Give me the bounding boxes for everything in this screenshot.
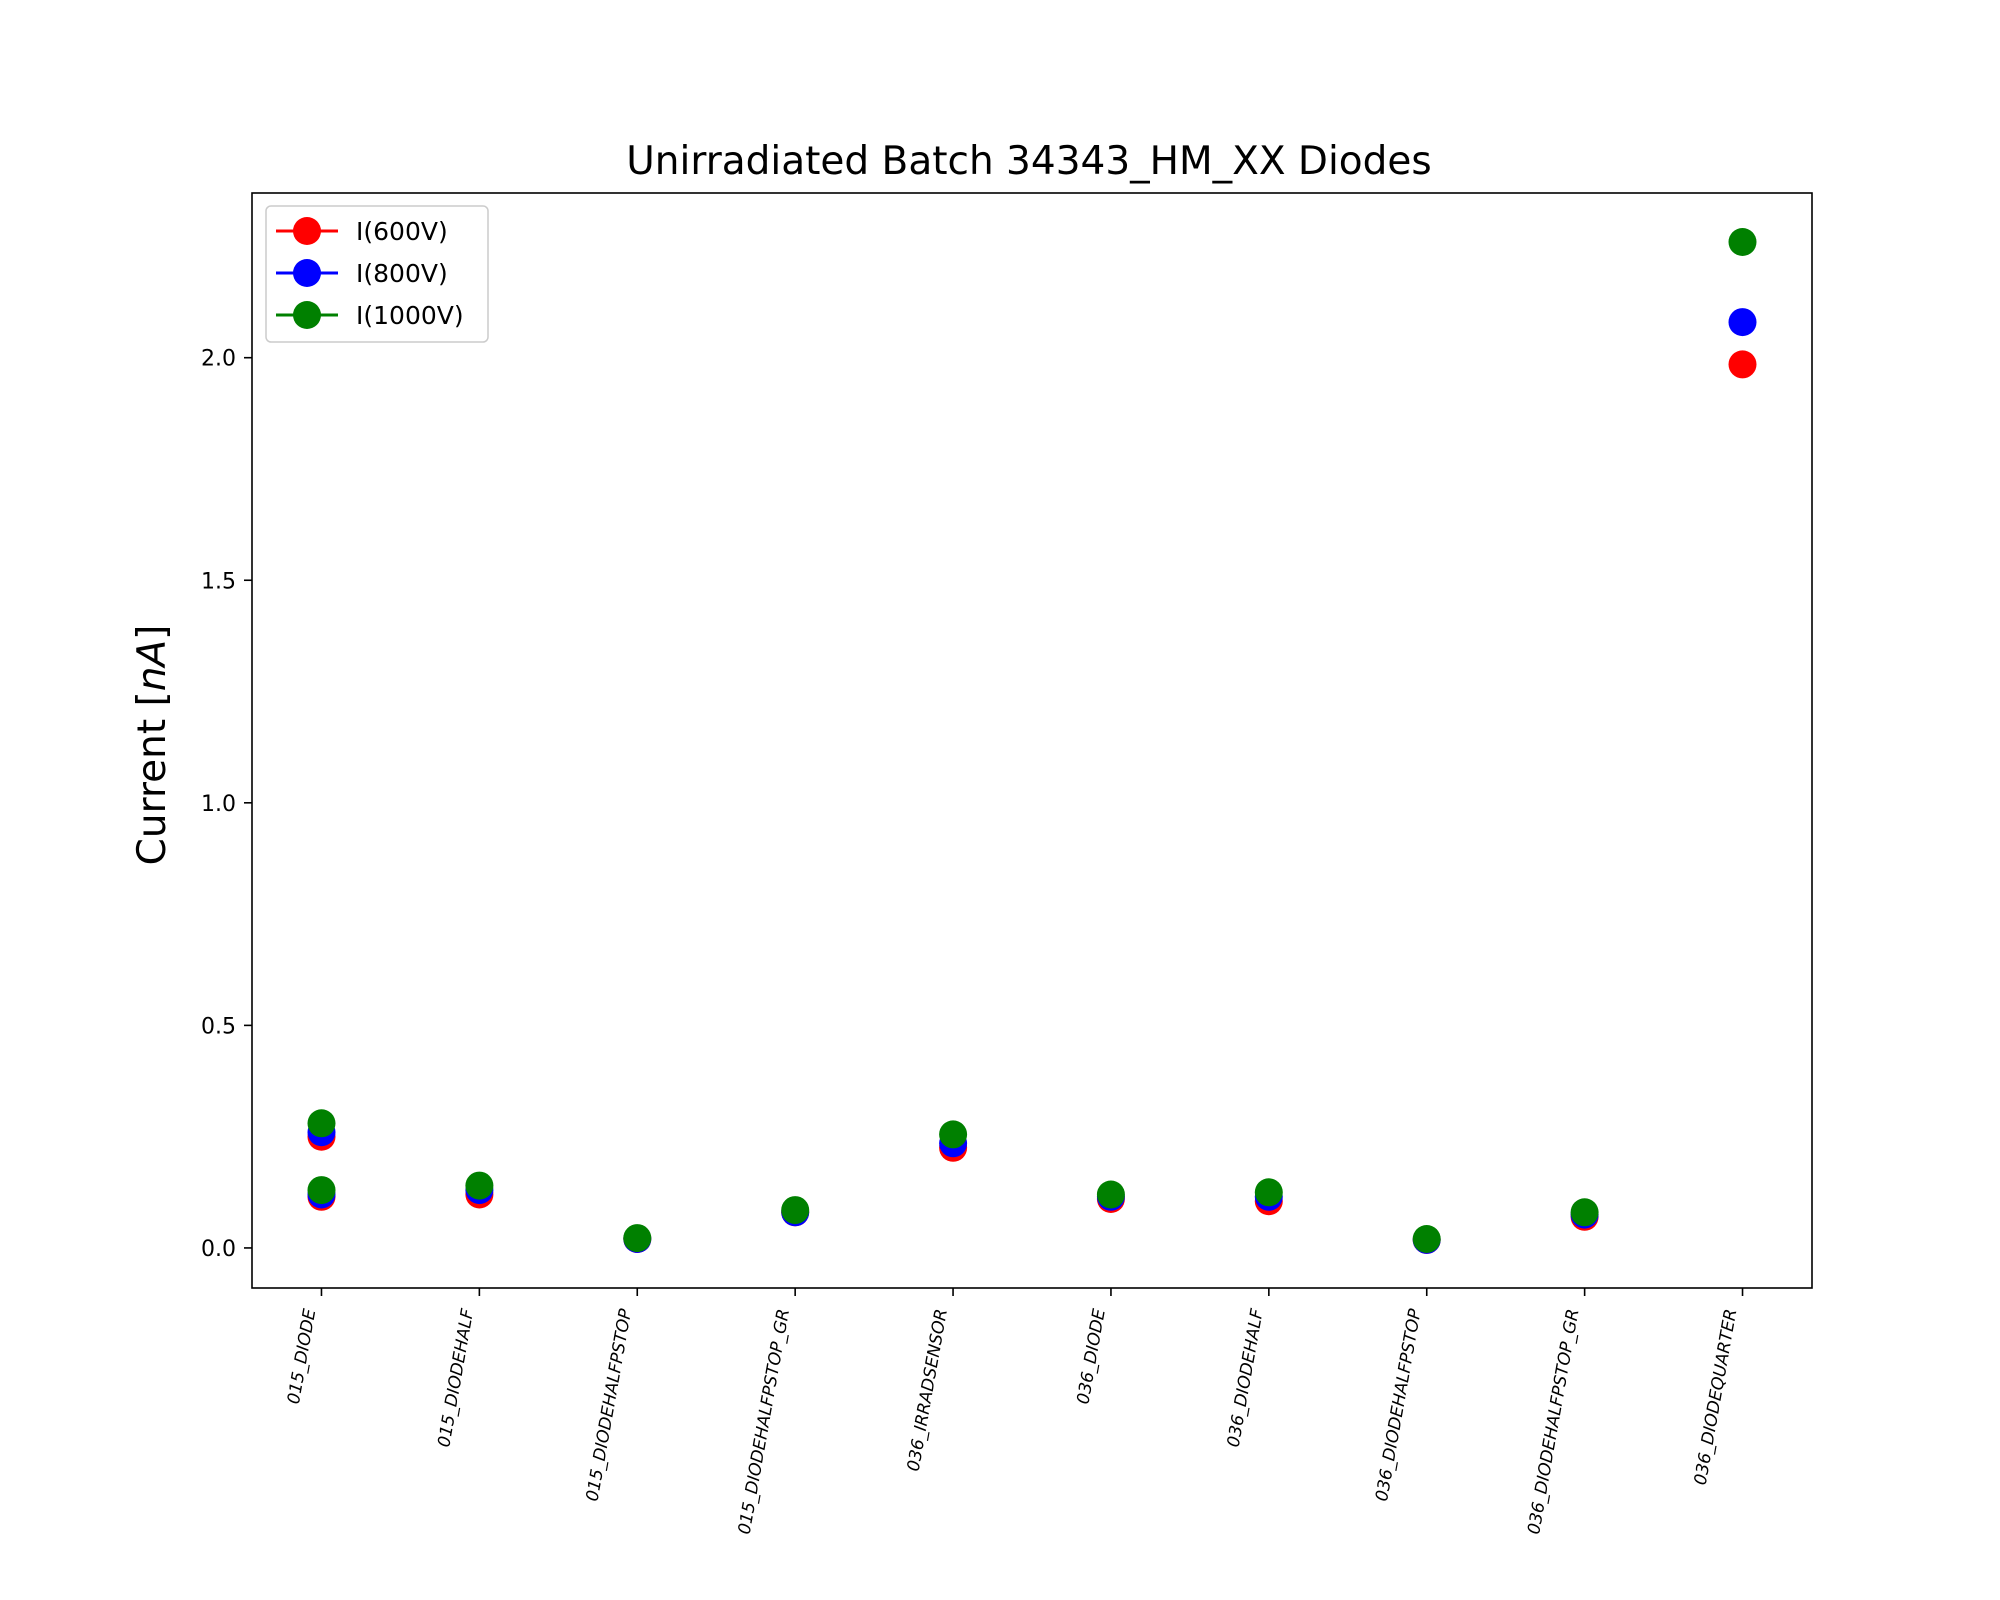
data-point-i1000v-10 [1728, 228, 1757, 256]
data-point-i1000v-3 [623, 1224, 652, 1253]
x-tick-label: 036_IRRADSENSOR [904, 1307, 952, 1473]
y-tick-label: 0.5 [201, 1014, 236, 1039]
x-tick-label: 036_DIODE [1073, 1307, 1109, 1406]
data-point-i800v-10 [1728, 308, 1757, 337]
legend: I(600V) I(800V) I(1000V) [265, 205, 489, 343]
x-tick-label: 015_DIODEHALFPSTOP [583, 1307, 637, 1503]
legend-box [265, 205, 489, 343]
data-point-i1000v-9 [1570, 1198, 1599, 1227]
legend-marker [293, 301, 321, 329]
data-point-i1000v-7 [1254, 1178, 1283, 1207]
legend-marker [293, 217, 321, 245]
plot-marks [307, 228, 1757, 1254]
y-tick-label: 1.0 [201, 792, 236, 817]
plot-frame [251, 192, 1813, 1289]
axis-ticks: 0.0 0.5 1.0 1.5 2.0 015_DIODE 015_DIODEHALF 015… [201, 347, 1744, 1536]
data-point-i1000v-4 [781, 1196, 810, 1225]
x-tick-label: 015_DIODEHALFPSTOP_GR [735, 1307, 794, 1535]
x-tick-label: 036_DIODEHALF [1224, 1307, 1268, 1448]
legend-marker [293, 259, 321, 287]
data-point-i1000v-6 [1096, 1180, 1125, 1209]
data-point-i1000v-2 [465, 1171, 494, 1200]
data-point-i1000v-8 [1412, 1225, 1441, 1253]
y-tick-label: 2.0 [201, 347, 236, 372]
x-tick-label: 036_DIODEHALFPSTOP [1372, 1307, 1426, 1503]
data-point-i600v-10 [1728, 350, 1757, 379]
legend-label: I(1000V) [356, 301, 464, 330]
y-axis-label: Current [nA] [130, 625, 175, 866]
x-tick-label: 036_DIODEQUARTER [1691, 1307, 1742, 1486]
legend-label: I(600V) [356, 217, 448, 246]
legend-label: I(800V) [356, 259, 448, 288]
y-tick-label: 0.0 [201, 1237, 236, 1262]
data-point-i1000v-0 [307, 1109, 336, 1138]
data-point-i1000v-1 [307, 1176, 336, 1205]
x-tick-label: 015_DIODE [284, 1307, 320, 1406]
y-tick-label: 1.5 [201, 569, 236, 594]
data-point-i1000v-5 [939, 1120, 968, 1149]
x-tick-label: 015_DIODEHALF [434, 1307, 478, 1448]
x-tick-label: 036_DIODEHALFPSTOP_GR [1524, 1307, 1583, 1535]
chart-title: Unirradiated Batch 34343_HM_XX Diodes [626, 139, 1431, 184]
